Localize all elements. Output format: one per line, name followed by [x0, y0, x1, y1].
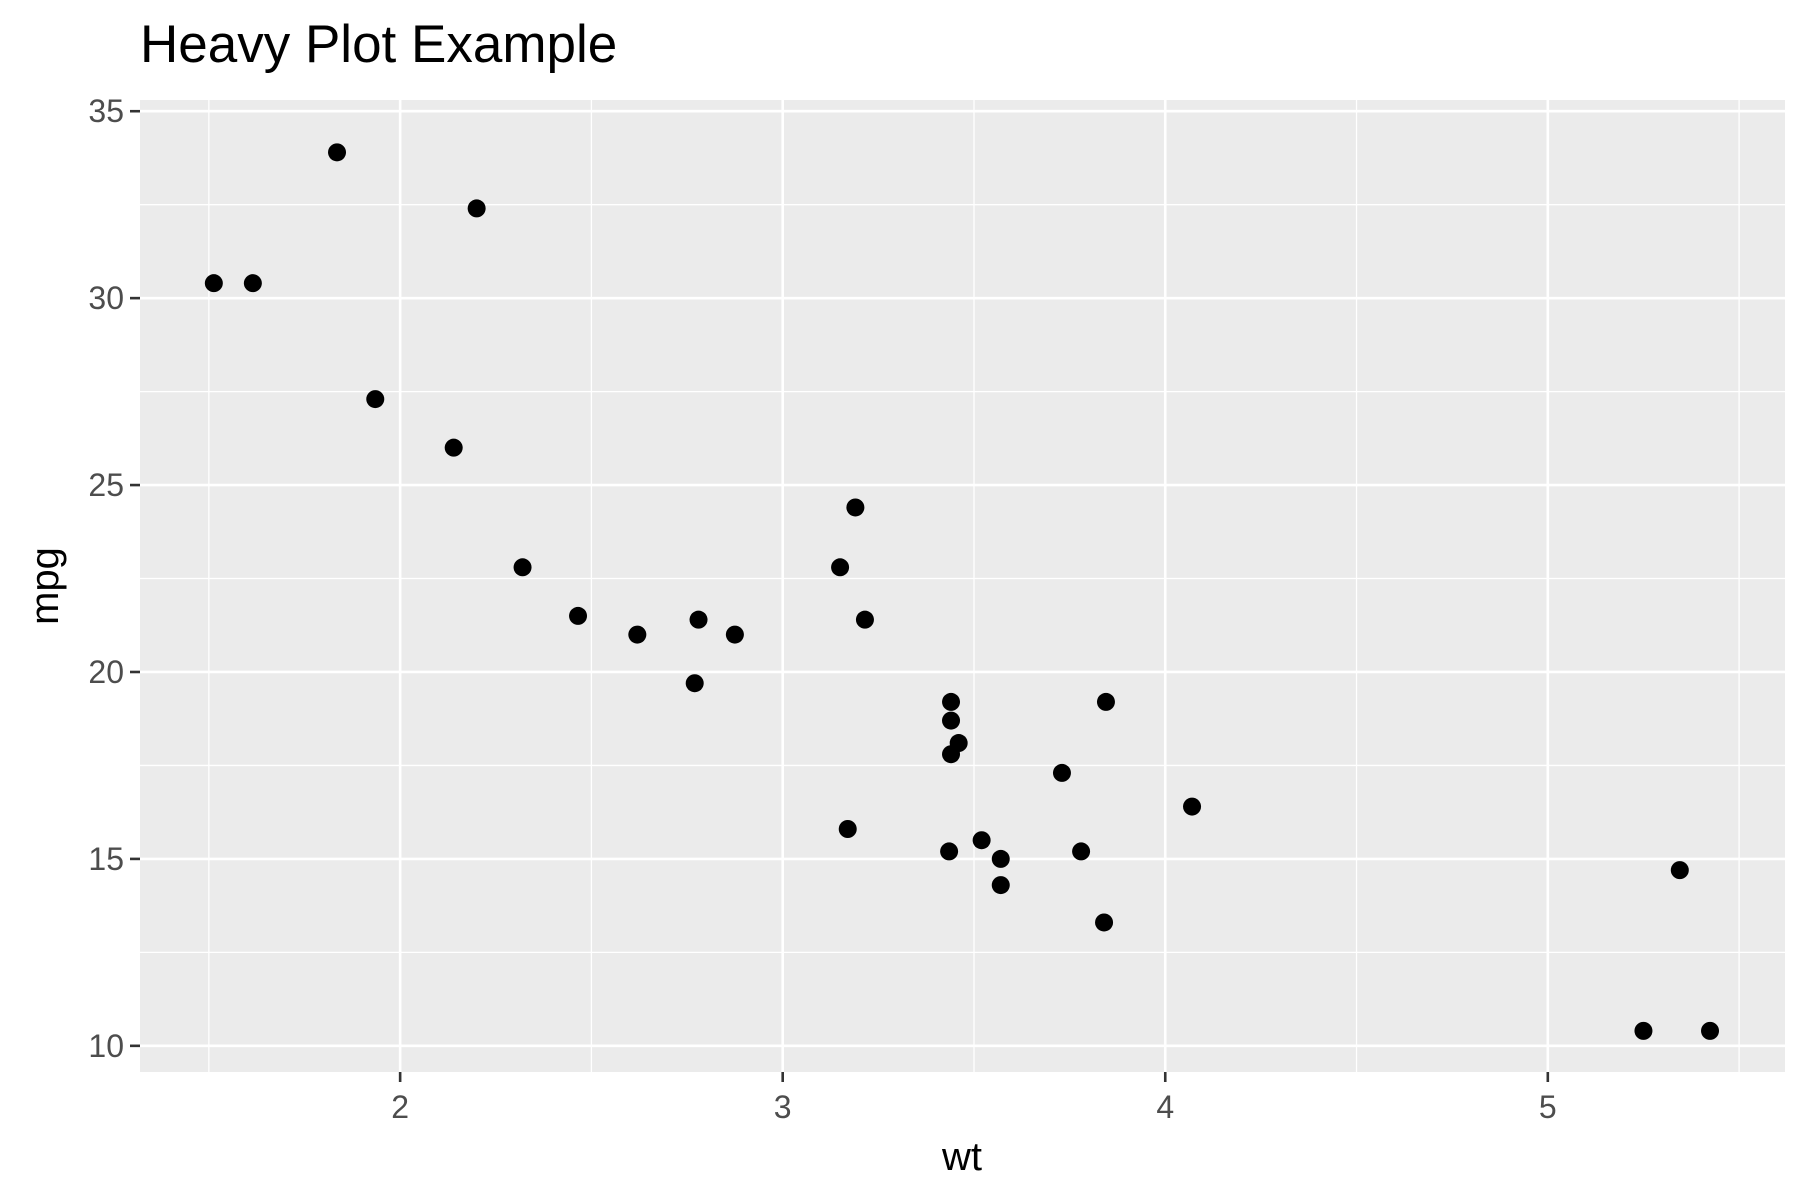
data-point [991, 849, 1010, 868]
x-tick-label: 4 [1156, 1089, 1174, 1125]
data-point [855, 610, 874, 629]
data-point [628, 625, 647, 644]
data-point [846, 498, 865, 517]
data-point [1052, 763, 1071, 782]
data-point [444, 438, 463, 457]
x-tick-label: 2 [391, 1089, 409, 1125]
data-point [942, 711, 961, 730]
data-point [1634, 1021, 1653, 1040]
x-tick-label: 5 [1539, 1089, 1557, 1125]
data-point [243, 274, 262, 293]
data-point [1183, 797, 1202, 816]
data-point [972, 831, 991, 850]
data-point [1670, 861, 1689, 880]
y-axis-title: mpg [23, 547, 67, 625]
y-tick-label: 20 [88, 654, 124, 690]
y-tick-label: 10 [88, 1028, 124, 1064]
data-point [831, 558, 850, 577]
data-point [940, 842, 959, 861]
data-point [1701, 1021, 1720, 1040]
y-tick-label: 25 [88, 467, 124, 503]
plot-panel [140, 100, 1785, 1072]
data-point [569, 606, 588, 625]
data-point [1072, 842, 1091, 861]
data-point [1095, 913, 1114, 932]
y-tick-label: 15 [88, 841, 124, 877]
data-point [942, 692, 961, 711]
data-points [204, 143, 1720, 1040]
x-axis-title: wt [941, 1135, 982, 1179]
data-point [685, 674, 704, 693]
data-point [513, 558, 532, 577]
data-point [725, 625, 744, 644]
data-point [689, 610, 708, 629]
y-tick-label: 30 [88, 280, 124, 316]
data-point [942, 745, 961, 764]
axis-ticks: 2 3 4 5 10 15 20 25 30 35 [88, 93, 1556, 1125]
data-point [1096, 692, 1115, 711]
chart-title: Heavy Plot Example [140, 15, 617, 74]
data-point [991, 876, 1010, 895]
y-tick-label: 35 [88, 93, 124, 129]
data-point [204, 274, 223, 293]
x-tick-label: 3 [774, 1089, 792, 1125]
data-point [328, 143, 347, 162]
data-point [366, 390, 385, 409]
gridlines [140, 100, 1785, 1072]
data-point [467, 199, 486, 218]
data-point [838, 820, 857, 838]
